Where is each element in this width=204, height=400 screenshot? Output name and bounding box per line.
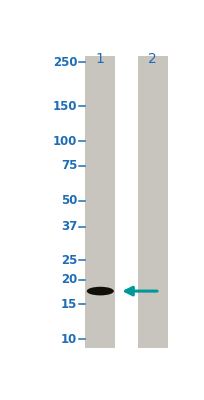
- Bar: [137, 56, 167, 348]
- Text: 150: 150: [52, 100, 77, 113]
- Ellipse shape: [86, 287, 113, 296]
- Text: 250: 250: [52, 56, 77, 69]
- Text: 37: 37: [61, 220, 77, 233]
- Text: 50: 50: [61, 194, 77, 207]
- Text: 20: 20: [61, 273, 77, 286]
- Text: 1: 1: [95, 52, 104, 66]
- Text: 10: 10: [61, 333, 77, 346]
- Text: 25: 25: [61, 254, 77, 267]
- Text: 100: 100: [53, 135, 77, 148]
- Bar: [85, 56, 115, 348]
- Text: 75: 75: [61, 159, 77, 172]
- Text: 15: 15: [61, 298, 77, 311]
- Text: 2: 2: [148, 52, 156, 66]
